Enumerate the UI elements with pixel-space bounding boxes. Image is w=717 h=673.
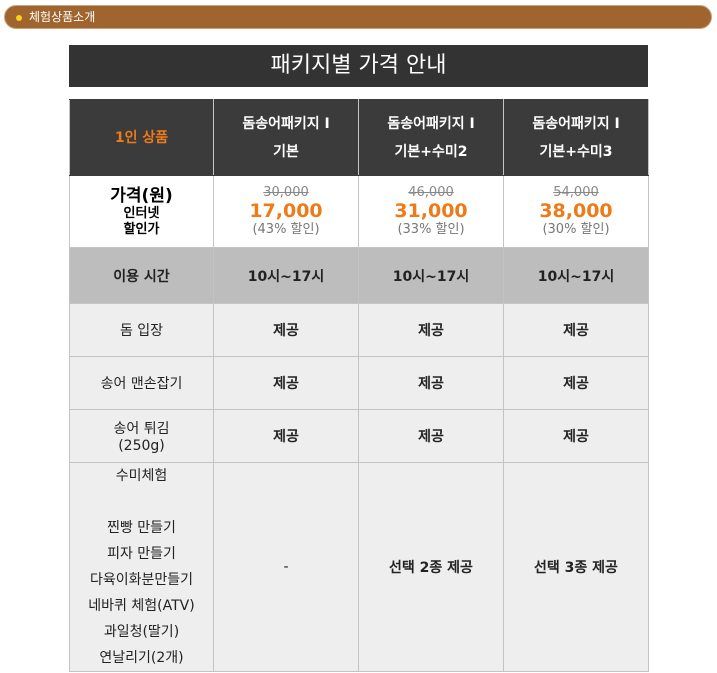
header-package-2: 돔송어패키지 I 기본+수미2 xyxy=(358,99,504,176)
price-cell-1: 30,000 17,000 (43% 할인) xyxy=(213,175,359,248)
sumi-value: - xyxy=(213,462,359,672)
sumi-value: 선택 3종 제공 xyxy=(503,462,649,672)
header-first-cell: 1인 상품 xyxy=(69,99,214,176)
sumi-experience-label: 수미체험 찐빵 만들기 피자 만들기 다육이화분만들기 네바퀴 체험(ATV) … xyxy=(69,462,214,672)
discount-rate: (33% 할인) xyxy=(397,222,465,237)
sale-price: 31,000 xyxy=(394,200,468,222)
package-1-line2: 기본 xyxy=(273,143,299,160)
original-price: 54,000 xyxy=(553,185,599,200)
sumi-item: 네바퀴 체험(ATV) xyxy=(88,598,195,614)
discount-rate: (30% 할인) xyxy=(542,222,610,237)
sumi-item: 피자 만들기 xyxy=(107,546,176,562)
package-3-line1: 돔송어패키지 I xyxy=(532,115,620,132)
usage-time-value: 10시~17시 xyxy=(358,247,504,304)
bullet-icon xyxy=(16,15,22,21)
header-package-1: 돔송어패키지 I 기본 xyxy=(213,99,359,176)
trout-fry-label-line1: 송어 튀김 xyxy=(113,421,170,437)
sumi-value: 선택 2종 제공 xyxy=(358,462,504,672)
price-cell-3: 54,000 38,000 (30% 할인) xyxy=(503,175,649,248)
price-cell-2: 46,000 31,000 (33% 할인) xyxy=(358,175,504,248)
dome-entry-value: 제공 xyxy=(358,303,504,357)
header-row: 1인 상품 돔송어패키지 I 기본 돔송어패키지 I 기본+수미2 돔송어패키지 I… xyxy=(69,99,649,176)
sale-price: 17,000 xyxy=(249,200,323,222)
dome-entry-value: 제공 xyxy=(213,303,359,357)
package-3-line2: 기본+수미3 xyxy=(539,143,613,160)
original-price: 46,000 xyxy=(408,185,454,200)
trout-catch-row: 송어 맨손잡기 제공 제공 제공 xyxy=(69,356,649,410)
sumi-item: 연날리기(2개) xyxy=(99,650,184,666)
sumi-item: 다육이화분만들기 xyxy=(89,572,194,588)
price-label: 가격(원) xyxy=(110,185,173,206)
price-sub1: 인터넷 xyxy=(123,205,160,221)
sumi-item: 찐빵 만들기 xyxy=(107,520,176,536)
sumi-item: 과일청(딸기) xyxy=(103,624,180,640)
usage-time-value: 10시~17시 xyxy=(503,247,649,304)
trout-fry-value: 제공 xyxy=(358,409,504,463)
package-2-line1: 돔송어패키지 I xyxy=(387,115,475,132)
original-price: 30,000 xyxy=(263,185,309,200)
trout-fry-value: 제공 xyxy=(503,409,649,463)
package-1-line1: 돔송어패키지 I xyxy=(242,115,330,132)
usage-time-value: 10시~17시 xyxy=(213,247,359,304)
page-title: 패키지별 가격 안내 xyxy=(69,45,648,87)
price-sub2: 할인가 xyxy=(123,221,160,237)
trout-catch-value: 제공 xyxy=(213,356,359,410)
trout-catch-value: 제공 xyxy=(358,356,504,410)
sumi-title: 수미체험 xyxy=(115,468,168,484)
header-package-3: 돔송어패키지 I 기본+수미3 xyxy=(503,99,649,176)
discount-rate: (43% 할인) xyxy=(252,222,320,237)
section-header-bar: 체험상품소개 xyxy=(4,5,712,29)
trout-catch-label: 송어 맨손잡기 xyxy=(69,356,214,410)
dome-entry-value: 제공 xyxy=(503,303,649,357)
trout-catch-value: 제공 xyxy=(503,356,649,410)
spacer xyxy=(70,489,213,515)
dome-entry-label: 돔 입장 xyxy=(69,303,214,357)
sumi-experience-row: 수미체험 찐빵 만들기 피자 만들기 다육이화분만들기 네바퀴 체험(ATV) … xyxy=(69,462,649,672)
price-label-cell: 가격(원) 인터넷 할인가 xyxy=(69,175,214,248)
section-label: 체험상품소개 xyxy=(29,10,96,24)
dome-entry-row: 돔 입장 제공 제공 제공 xyxy=(69,303,649,357)
trout-fry-label-line2: (250g) xyxy=(118,438,165,454)
price-table: 1인 상품 돔송어패키지 I 기본 돔송어패키지 I 기본+수미2 돔송어패키지 I… xyxy=(69,99,649,672)
usage-time-row: 이용 시간 10시~17시 10시~17시 10시~17시 xyxy=(69,247,649,304)
trout-fry-row: 송어 튀김 (250g) 제공 제공 제공 xyxy=(69,409,649,463)
package-2-line2: 기본+수미2 xyxy=(394,143,468,160)
price-row: 가격(원) 인터넷 할인가 30,000 17,000 (43% 할인) 46,… xyxy=(69,175,649,248)
usage-time-label: 이용 시간 xyxy=(69,247,214,304)
trout-fry-label: 송어 튀김 (250g) xyxy=(69,409,214,463)
trout-fry-value: 제공 xyxy=(213,409,359,463)
sale-price: 38,000 xyxy=(539,200,613,222)
